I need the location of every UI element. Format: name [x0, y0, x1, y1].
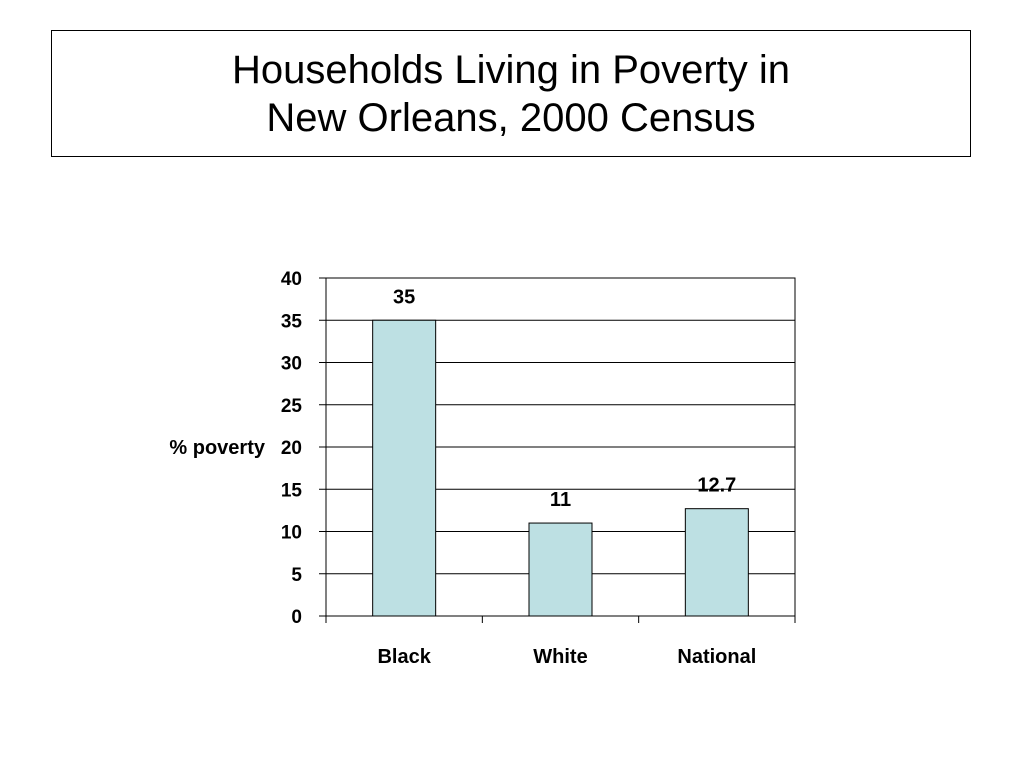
y-tick-label: 40 — [281, 269, 302, 290]
x-category-label: National — [677, 646, 756, 668]
chart-title-box: Households Living in Poverty in New Orle… — [51, 30, 971, 157]
bar-national — [684, 508, 749, 617]
data-label: 11 — [550, 489, 571, 511]
bar-black — [372, 319, 437, 617]
bar-white — [528, 522, 593, 617]
y-tick-label: 35 — [281, 311, 303, 332]
x-category-label: White — [533, 646, 587, 668]
y-tick-label: 5 — [291, 565, 302, 586]
y-tick-label: 15 — [281, 480, 303, 501]
chart-title-line-1: Households Living in Poverty in — [231, 47, 791, 92]
x-category-label: Black — [377, 646, 431, 668]
y-tick-label: 20 — [281, 438, 302, 459]
y-axis-label: % poverty — [169, 437, 265, 459]
data-label: 35 — [393, 286, 415, 308]
chart-title-line-2: New Orleans, 2000 Census — [266, 95, 756, 140]
data-label: 12.7 — [697, 475, 736, 497]
y-tick-label: 0 — [291, 607, 302, 628]
y-tick-label: 25 — [281, 396, 303, 417]
y-tick-label: 30 — [281, 354, 302, 375]
y-tick-label: 10 — [281, 523, 302, 544]
